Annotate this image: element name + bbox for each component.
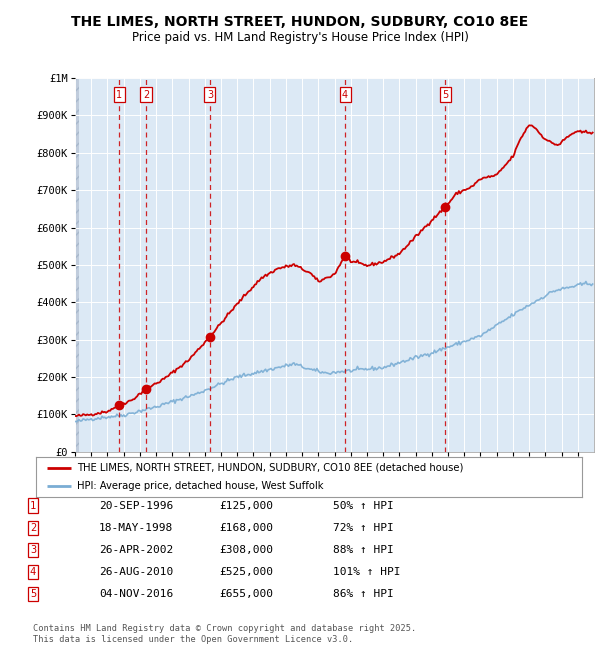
Text: 50% ↑ HPI: 50% ↑ HPI <box>333 500 394 511</box>
Text: £525,000: £525,000 <box>219 567 273 577</box>
Text: 2: 2 <box>143 90 149 100</box>
Text: 88% ↑ HPI: 88% ↑ HPI <box>333 545 394 555</box>
Text: 1: 1 <box>30 500 36 511</box>
Text: HPI: Average price, detached house, West Suffolk: HPI: Average price, detached house, West… <box>77 482 323 491</box>
Text: This data is licensed under the Open Government Licence v3.0.: This data is licensed under the Open Gov… <box>33 634 353 644</box>
Text: £168,000: £168,000 <box>219 523 273 533</box>
Text: 18-MAY-1998: 18-MAY-1998 <box>99 523 173 533</box>
Text: THE LIMES, NORTH STREET, HUNDON, SUDBURY, CO10 8EE: THE LIMES, NORTH STREET, HUNDON, SUDBURY… <box>71 15 529 29</box>
Text: £308,000: £308,000 <box>219 545 273 555</box>
Text: 26-AUG-2010: 26-AUG-2010 <box>99 567 173 577</box>
Text: Contains HM Land Registry data © Crown copyright and database right 2025.: Contains HM Land Registry data © Crown c… <box>33 624 416 633</box>
Text: 3: 3 <box>30 545 36 555</box>
Text: Price paid vs. HM Land Registry's House Price Index (HPI): Price paid vs. HM Land Registry's House … <box>131 31 469 44</box>
Text: £125,000: £125,000 <box>219 500 273 511</box>
Text: 1: 1 <box>116 90 122 100</box>
Text: 3: 3 <box>207 90 213 100</box>
Text: THE LIMES, NORTH STREET, HUNDON, SUDBURY, CO10 8EE (detached house): THE LIMES, NORTH STREET, HUNDON, SUDBURY… <box>77 463 463 473</box>
Text: 5: 5 <box>442 90 449 100</box>
Text: 86% ↑ HPI: 86% ↑ HPI <box>333 589 394 599</box>
Text: 04-NOV-2016: 04-NOV-2016 <box>99 589 173 599</box>
Text: 2: 2 <box>30 523 36 533</box>
Text: 26-APR-2002: 26-APR-2002 <box>99 545 173 555</box>
Text: 5: 5 <box>30 589 36 599</box>
Text: 20-SEP-1996: 20-SEP-1996 <box>99 500 173 511</box>
Text: 4: 4 <box>30 567 36 577</box>
Text: 72% ↑ HPI: 72% ↑ HPI <box>333 523 394 533</box>
Bar <box>75 78 79 452</box>
Text: £655,000: £655,000 <box>219 589 273 599</box>
Text: 101% ↑ HPI: 101% ↑ HPI <box>333 567 401 577</box>
Text: 4: 4 <box>342 90 348 100</box>
